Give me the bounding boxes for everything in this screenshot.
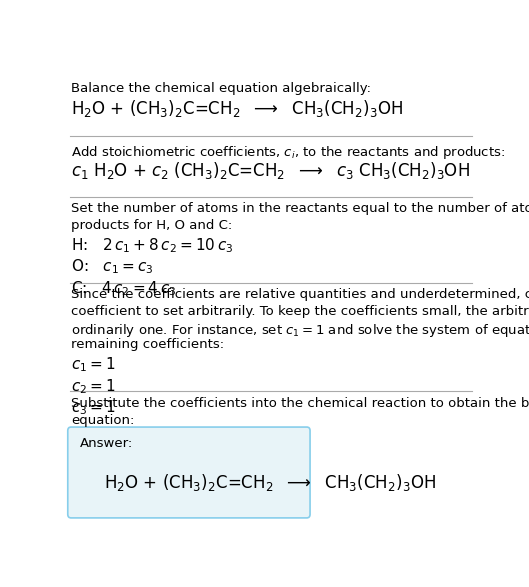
Text: remaining coefficients:: remaining coefficients: [71, 339, 224, 352]
FancyBboxPatch shape [68, 427, 310, 518]
Text: Substitute the coefficients into the chemical reaction to obtain the balanced: Substitute the coefficients into the che… [71, 397, 529, 410]
Text: Since the coefficients are relative quantities and underdetermined, choose a: Since the coefficients are relative quan… [71, 288, 529, 301]
Text: Balance the chemical equation algebraically:: Balance the chemical equation algebraica… [71, 82, 371, 95]
Text: $c_1$ H$_2$O + $c_2$ (CH$_3$)$_2$C=CH$_2$  $\longrightarrow$  $c_3$ CH$_3$(CH$_2: $c_1$ H$_2$O + $c_2$ (CH$_3$)$_2$C=CH$_2… [71, 160, 470, 181]
Text: H:   $2\,c_1 + 8\,c_2 = 10\,c_3$: H: $2\,c_1 + 8\,c_2 = 10\,c_3$ [71, 236, 233, 255]
Text: O:   $c_1 = c_3$: O: $c_1 = c_3$ [71, 258, 153, 276]
Text: $c_2 = 1$: $c_2 = 1$ [71, 377, 116, 396]
Text: products for H, O and C:: products for H, O and C: [71, 219, 232, 232]
Text: $c_1 = 1$: $c_1 = 1$ [71, 355, 116, 374]
Text: Set the number of atoms in the reactants equal to the number of atoms in the: Set the number of atoms in the reactants… [71, 203, 529, 215]
Text: Answer:: Answer: [80, 437, 133, 450]
Text: ordinarily one. For instance, set $c_1 = 1$ and solve the system of equations fo: ordinarily one. For instance, set $c_1 =… [71, 322, 529, 339]
Text: $c_3 = 1$: $c_3 = 1$ [71, 399, 116, 417]
Text: equation:: equation: [71, 413, 134, 427]
Text: H$_2$O + (CH$_3$)$_2$C=CH$_2$  $\longrightarrow$  CH$_3$(CH$_2$)$_3$OH: H$_2$O + (CH$_3$)$_2$C=CH$_2$ $\longrigh… [104, 472, 436, 493]
Text: Add stoichiometric coefficients, $c_i$, to the reactants and products:: Add stoichiometric coefficients, $c_i$, … [71, 144, 505, 161]
Text: H$_2$O + (CH$_3$)$_2$C=CH$_2$  $\longrightarrow$  CH$_3$(CH$_2$)$_3$OH: H$_2$O + (CH$_3$)$_2$C=CH$_2$ $\longrigh… [71, 99, 403, 120]
Text: C:   $4\,c_2 = 4\,c_3$: C: $4\,c_2 = 4\,c_3$ [71, 279, 176, 298]
Text: coefficient to set arbitrarily. To keep the coefficients small, the arbitrary va: coefficient to set arbitrarily. To keep … [71, 305, 529, 318]
